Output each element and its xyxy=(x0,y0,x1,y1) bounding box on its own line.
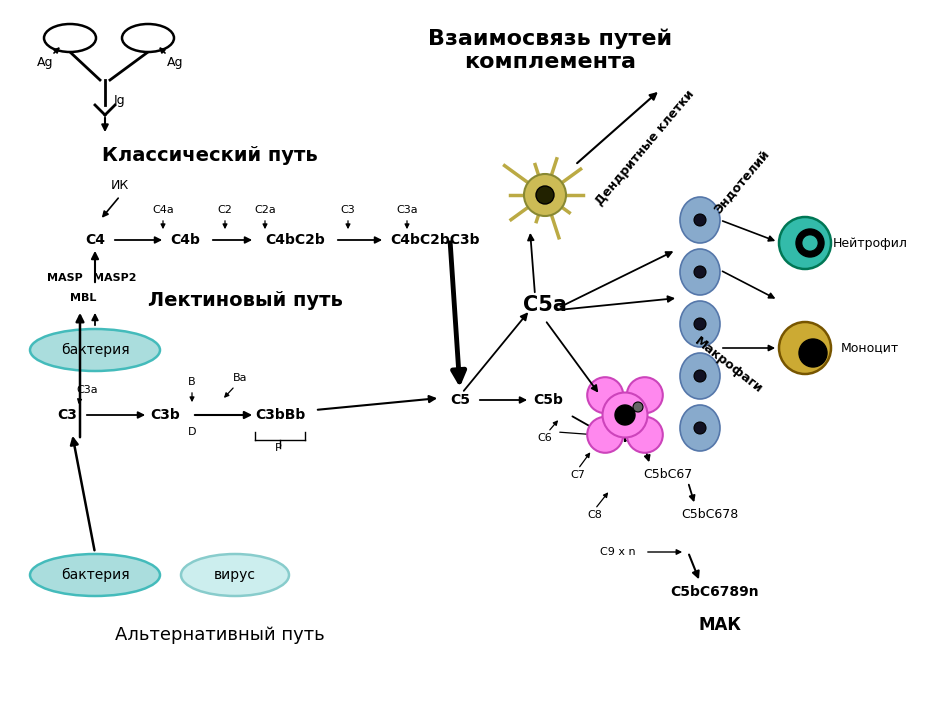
Ellipse shape xyxy=(694,370,705,382)
Ellipse shape xyxy=(694,214,705,226)
Text: C3b: C3b xyxy=(150,408,180,422)
Text: C7: C7 xyxy=(570,470,585,480)
Text: MBL: MBL xyxy=(70,293,96,303)
Text: C3: C3 xyxy=(341,205,355,215)
Ellipse shape xyxy=(626,417,662,453)
Ellipse shape xyxy=(680,405,719,451)
Text: Ag: Ag xyxy=(37,55,53,68)
Ellipse shape xyxy=(680,301,719,347)
Text: Моноцит: Моноцит xyxy=(840,341,899,354)
Text: C3bBb: C3bBb xyxy=(255,408,305,422)
Ellipse shape xyxy=(801,235,817,251)
Ellipse shape xyxy=(778,322,830,374)
Ellipse shape xyxy=(798,339,826,367)
Ellipse shape xyxy=(680,353,719,399)
Text: C4b: C4b xyxy=(169,233,199,247)
Text: C4bC2bC3b: C4bC2bC3b xyxy=(389,233,479,247)
Text: MASP2: MASP2 xyxy=(94,273,137,283)
Text: D: D xyxy=(187,427,196,437)
Text: C9 x n: C9 x n xyxy=(600,547,636,557)
Text: вирус: вирус xyxy=(213,568,256,582)
Ellipse shape xyxy=(778,217,830,269)
Text: C5a: C5a xyxy=(522,295,566,315)
Text: C6: C6 xyxy=(537,433,552,443)
Text: Эндотелий: Эндотелий xyxy=(711,148,771,216)
Text: MASP: MASP xyxy=(47,273,82,283)
Ellipse shape xyxy=(796,229,823,257)
Text: C4bC2b: C4bC2b xyxy=(265,233,325,247)
Ellipse shape xyxy=(626,377,662,413)
Text: C5b: C5b xyxy=(533,393,563,407)
Text: C2a: C2a xyxy=(254,205,275,215)
Ellipse shape xyxy=(680,249,719,295)
Ellipse shape xyxy=(694,266,705,278)
Text: C3a: C3a xyxy=(396,205,417,215)
Text: P: P xyxy=(274,443,281,453)
Text: C4a: C4a xyxy=(152,205,174,215)
Ellipse shape xyxy=(181,554,288,596)
Ellipse shape xyxy=(30,329,160,371)
Ellipse shape xyxy=(614,405,635,425)
Text: Ig: Ig xyxy=(114,94,125,107)
Ellipse shape xyxy=(44,24,95,52)
Text: C8: C8 xyxy=(587,510,602,520)
Text: Альтернативный путь: Альтернативный путь xyxy=(115,626,325,644)
Ellipse shape xyxy=(680,197,719,243)
Text: B: B xyxy=(188,377,196,387)
Text: C4: C4 xyxy=(85,233,105,247)
Ellipse shape xyxy=(587,377,622,413)
Text: Классический путь: Классический путь xyxy=(102,145,317,164)
Text: Нейтрофил: Нейтрофил xyxy=(832,236,906,250)
Text: Взаимосвязь путей
комплемента: Взаимосвязь путей комплемента xyxy=(428,28,671,72)
Ellipse shape xyxy=(633,402,642,412)
Text: МАК: МАК xyxy=(697,616,740,634)
Ellipse shape xyxy=(602,392,647,438)
Ellipse shape xyxy=(587,417,622,453)
Ellipse shape xyxy=(694,422,705,434)
Ellipse shape xyxy=(523,174,565,216)
Ellipse shape xyxy=(122,24,174,52)
Text: Макрофаги: Макрофаги xyxy=(691,335,764,395)
Text: C5bC678: C5bC678 xyxy=(680,508,738,521)
Text: бактерия: бактерия xyxy=(61,343,129,357)
Text: Дендритные клетки: Дендритные клетки xyxy=(592,88,696,208)
Text: C5: C5 xyxy=(449,393,470,407)
Text: C5bC6789n: C5bC6789n xyxy=(670,585,758,599)
Text: C2: C2 xyxy=(217,205,232,215)
Text: Ba: Ba xyxy=(232,373,247,383)
Ellipse shape xyxy=(535,186,553,204)
Text: ИК: ИК xyxy=(110,179,129,192)
Text: C5bC6: C5bC6 xyxy=(605,431,650,444)
Ellipse shape xyxy=(30,554,160,596)
Text: C3: C3 xyxy=(57,408,77,422)
Text: C3a: C3a xyxy=(76,385,97,395)
Text: Ag: Ag xyxy=(167,55,183,68)
Text: Лектиновый путь: Лектиновый путь xyxy=(147,290,342,310)
Text: бактерия: бактерия xyxy=(61,568,129,582)
Text: C5bC67: C5bC67 xyxy=(643,469,692,482)
Ellipse shape xyxy=(694,318,705,330)
